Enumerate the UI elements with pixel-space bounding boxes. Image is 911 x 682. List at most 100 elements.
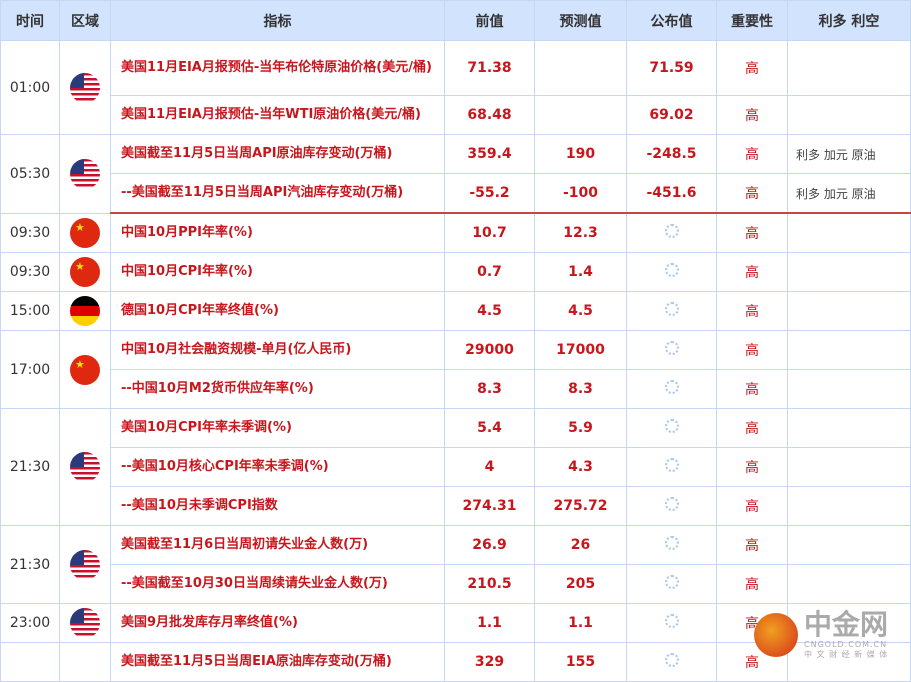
- effect-cell: [787, 252, 911, 292]
- time-cell: 09:30: [0, 212, 60, 253]
- us-flag-icon: [70, 608, 100, 638]
- time-cell: [0, 642, 60, 682]
- indicator-link[interactable]: 美国截至11月5日当周EIA原油库存变动(万桶): [110, 642, 445, 682]
- us-flag-icon: [70, 158, 100, 189]
- effect-cell: [787, 486, 911, 526]
- effect-cell: 利多 加元 原油: [787, 134, 911, 174]
- forecast-value: 8.3: [534, 369, 627, 409]
- header-previous: 前值: [444, 0, 535, 41]
- cn-flag-icon: [70, 217, 100, 248]
- actual-value: [626, 330, 717, 370]
- indicator-link[interactable]: --美国截至10月30日当周续请失业金人数(万): [110, 564, 445, 604]
- effect-cell: [787, 369, 911, 409]
- header-importance: 重要性: [716, 0, 788, 41]
- logo-tagline: 中 文 财 经 新 媒 体: [804, 650, 889, 659]
- loading-spinner-icon: [664, 575, 679, 589]
- region-cell: [59, 642, 111, 682]
- previous-value: 29000: [444, 330, 535, 370]
- forecast-value: -100: [534, 173, 627, 214]
- previous-value: 359.4: [444, 134, 535, 174]
- cn-flag-icon: [70, 354, 100, 385]
- importance-value: 高: [716, 291, 788, 331]
- previous-value: 1.1: [444, 603, 535, 643]
- actual-value: [626, 564, 717, 604]
- header-actual: 公布值: [626, 0, 717, 41]
- table-row: 美国截至11月5日当周EIA原油库存变动(万桶) 329 155 高: [0, 642, 911, 682]
- header-row: 时间 区域 指标 前值 预测值 公布值 重要性 利多 利空: [0, 0, 911, 41]
- forecast-value: 155: [534, 642, 627, 682]
- indicator-link[interactable]: --美国10月未季调CPI指数: [110, 486, 445, 526]
- logo-name: 中金网: [804, 608, 889, 641]
- effect-cell: [787, 95, 911, 135]
- region-cell: [59, 330, 111, 409]
- indicator-link[interactable]: 德国10月CPI年率终值(%): [110, 291, 445, 331]
- loading-spinner-icon: [664, 614, 679, 628]
- indicator-link[interactable]: --中国10月M2货币供应年率(%): [110, 369, 445, 409]
- header-region: 区域: [59, 0, 111, 41]
- effect-cell: [787, 525, 911, 565]
- indicator-link[interactable]: 美国11月EIA月报预估-当年WTI原油价格(美元/桶): [110, 95, 445, 135]
- previous-value: 0.7: [444, 252, 535, 292]
- actual-value: -451.6: [626, 173, 717, 214]
- actual-value: 71.59: [626, 40, 717, 96]
- forecast-value: 1.1: [534, 603, 627, 643]
- header-indicator: 指标: [110, 0, 445, 41]
- effect-cell: [787, 603, 911, 643]
- actual-value: [626, 486, 717, 526]
- importance-value: 高: [716, 447, 788, 487]
- time-cell: 15:00: [0, 291, 60, 331]
- indicator-link[interactable]: 美国9月批发库存月率终值(%): [110, 603, 445, 643]
- actual-value: [626, 369, 717, 409]
- importance-value: 高: [716, 40, 788, 96]
- indicator-link[interactable]: 美国截至11月6日当周初请失业金人数(万): [110, 525, 445, 565]
- region-cell: [59, 252, 111, 292]
- loading-spinner-icon: [664, 263, 679, 277]
- time-cell: 09:30: [0, 252, 60, 292]
- us-flag-icon: [70, 72, 100, 103]
- previous-value: 210.5: [444, 564, 535, 604]
- indicator-link[interactable]: 中国10月CPI年率(%): [110, 252, 445, 292]
- previous-value: 5.4: [444, 408, 535, 448]
- loading-spinner-icon: [664, 536, 679, 550]
- effect-cell: [787, 291, 911, 331]
- previous-value: 4.5: [444, 291, 535, 331]
- effect-cell: [787, 212, 911, 253]
- de-flag-icon: [70, 296, 100, 326]
- region-cell: [59, 40, 111, 135]
- indicator-link[interactable]: 美国截至11月5日当周API原油库存变动(万桶): [110, 134, 445, 174]
- indicator-link[interactable]: --美国10月核心CPI年率未季调(%): [110, 447, 445, 487]
- forecast-value: 17000: [534, 330, 627, 370]
- forecast-value: 275.72: [534, 486, 627, 526]
- time-cell: 23:00: [0, 603, 60, 643]
- indicator-link[interactable]: 美国10月CPI年率未季调(%): [110, 408, 445, 448]
- logo-emblem-icon: [754, 613, 798, 657]
- forecast-value: 1.4: [534, 252, 627, 292]
- table-row: --美国截至11月5日当周API汽油库存变动(万桶) -55.2 -100 -451.…: [1, 173, 911, 214]
- time-cell: 21:30: [0, 408, 60, 526]
- importance-value: 高: [716, 408, 788, 448]
- us-flag-icon: [70, 549, 100, 580]
- loading-spinner-icon: [664, 419, 679, 433]
- indicator-link[interactable]: 中国10月社会融资规模-单月(亿人民币): [110, 330, 445, 370]
- loading-spinner-icon: [664, 458, 679, 472]
- actual-value: -248.5: [626, 134, 717, 174]
- previous-value: 68.48: [444, 95, 535, 135]
- header-forecast: 预测值: [534, 0, 627, 41]
- previous-value: -55.2: [444, 173, 535, 214]
- indicator-link[interactable]: 中国10月PPI年率(%): [110, 212, 445, 253]
- region-cell: [59, 603, 111, 643]
- actual-value: [626, 408, 717, 448]
- importance-value: 高: [716, 173, 788, 214]
- indicator-link[interactable]: --美国截至11月5日当周API汽油库存变动(万桶): [110, 173, 445, 214]
- importance-value: 高: [716, 330, 788, 370]
- actual-value: [626, 447, 717, 487]
- region-cell: [59, 212, 111, 253]
- table-row: --中国10月M2货币供应年率(%) 8.3 8.3 高: [1, 369, 911, 409]
- loading-spinner-icon: [664, 302, 679, 316]
- table-row: 05:30 美国截至11月5日当周API原油库存变动(万桶) 359.4 190 -24…: [0, 134, 911, 214]
- actual-value: [626, 603, 717, 643]
- effect-cell: [787, 564, 911, 604]
- indicator-link[interactable]: 美国11月EIA月报预估-当年布伦特原油价格(美元/桶): [110, 40, 445, 96]
